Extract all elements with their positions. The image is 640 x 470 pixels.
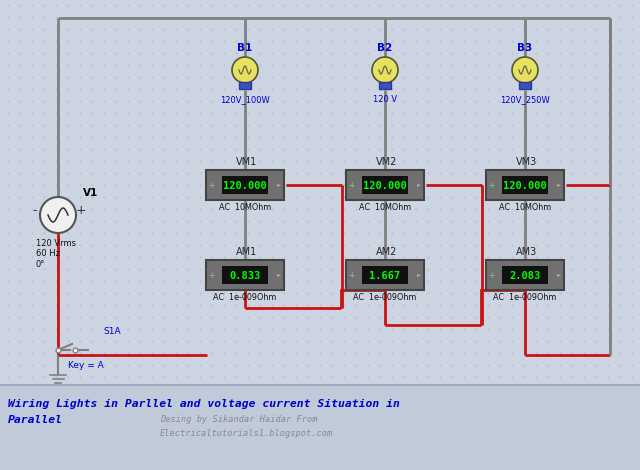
Text: ►: ► [557, 273, 561, 277]
Text: 120.000: 120.000 [223, 181, 267, 191]
Text: 120.000: 120.000 [503, 181, 547, 191]
Text: ►: ► [277, 273, 281, 277]
Text: AC  1e-009Ohm: AC 1e-009Ohm [493, 293, 557, 303]
FancyBboxPatch shape [502, 266, 548, 284]
Text: B2: B2 [378, 43, 392, 53]
Text: ►: ► [417, 273, 421, 277]
Circle shape [232, 57, 258, 83]
FancyBboxPatch shape [486, 170, 564, 200]
Text: +: + [348, 180, 354, 189]
Text: +: + [488, 180, 494, 189]
Text: VM1: VM1 [236, 157, 258, 167]
Text: 120 V: 120 V [373, 95, 397, 104]
Circle shape [40, 197, 76, 233]
Text: -: - [33, 204, 37, 218]
Text: 1.667: 1.667 [369, 271, 401, 281]
Text: +: + [76, 204, 86, 218]
Text: 2.083: 2.083 [509, 271, 541, 281]
Text: S1A: S1A [103, 328, 120, 337]
Text: AM1: AM1 [236, 247, 258, 257]
FancyBboxPatch shape [239, 82, 251, 89]
Text: AC  1e-009Ohm: AC 1e-009Ohm [353, 293, 417, 303]
Text: B1: B1 [237, 43, 253, 53]
FancyBboxPatch shape [362, 176, 408, 194]
FancyBboxPatch shape [206, 260, 284, 290]
Text: AC  10MOhm: AC 10MOhm [359, 204, 411, 212]
Text: 120V_250W: 120V_250W [500, 95, 550, 104]
Text: ►: ► [557, 182, 561, 188]
Text: ►: ► [417, 182, 421, 188]
Text: B3: B3 [517, 43, 532, 53]
Text: +: + [208, 180, 214, 189]
FancyBboxPatch shape [346, 170, 424, 200]
Circle shape [372, 57, 398, 83]
Circle shape [512, 57, 538, 83]
Text: Desing by Sikandar Haidar From: Desing by Sikandar Haidar From [160, 415, 317, 424]
Text: Electricaltutorials1.blogspot.com: Electricaltutorials1.blogspot.com [160, 429, 333, 438]
Text: Parallel: Parallel [8, 415, 63, 425]
FancyBboxPatch shape [221, 176, 268, 194]
FancyBboxPatch shape [519, 82, 531, 89]
FancyBboxPatch shape [0, 385, 640, 470]
Text: +: + [488, 271, 494, 280]
Text: ►: ► [277, 182, 281, 188]
Text: 120 Vrms
60 Hz
0°: 120 Vrms 60 Hz 0° [36, 239, 76, 269]
Text: AC  10MOhm: AC 10MOhm [219, 204, 271, 212]
Text: 120V_100W: 120V_100W [220, 95, 270, 104]
FancyBboxPatch shape [362, 266, 408, 284]
Text: VM2: VM2 [376, 157, 397, 167]
Text: 120.000: 120.000 [363, 181, 407, 191]
Text: VM3: VM3 [516, 157, 538, 167]
Text: AM3: AM3 [516, 247, 538, 257]
FancyBboxPatch shape [502, 176, 548, 194]
Text: +: + [348, 271, 354, 280]
Text: V1: V1 [83, 188, 99, 198]
FancyBboxPatch shape [206, 170, 284, 200]
FancyBboxPatch shape [379, 82, 391, 89]
FancyBboxPatch shape [221, 266, 268, 284]
Text: AM2: AM2 [376, 247, 397, 257]
Text: AC  10MOhm: AC 10MOhm [499, 204, 551, 212]
Text: AC  1e-009Ohm: AC 1e-009Ohm [213, 293, 276, 303]
Text: Wiring Lights in Parllel and voltage current Situation in: Wiring Lights in Parllel and voltage cur… [8, 399, 400, 409]
FancyBboxPatch shape [486, 260, 564, 290]
Text: Key = A: Key = A [68, 361, 104, 370]
Text: +: + [208, 271, 214, 280]
FancyBboxPatch shape [346, 260, 424, 290]
Text: 0.833: 0.833 [229, 271, 260, 281]
